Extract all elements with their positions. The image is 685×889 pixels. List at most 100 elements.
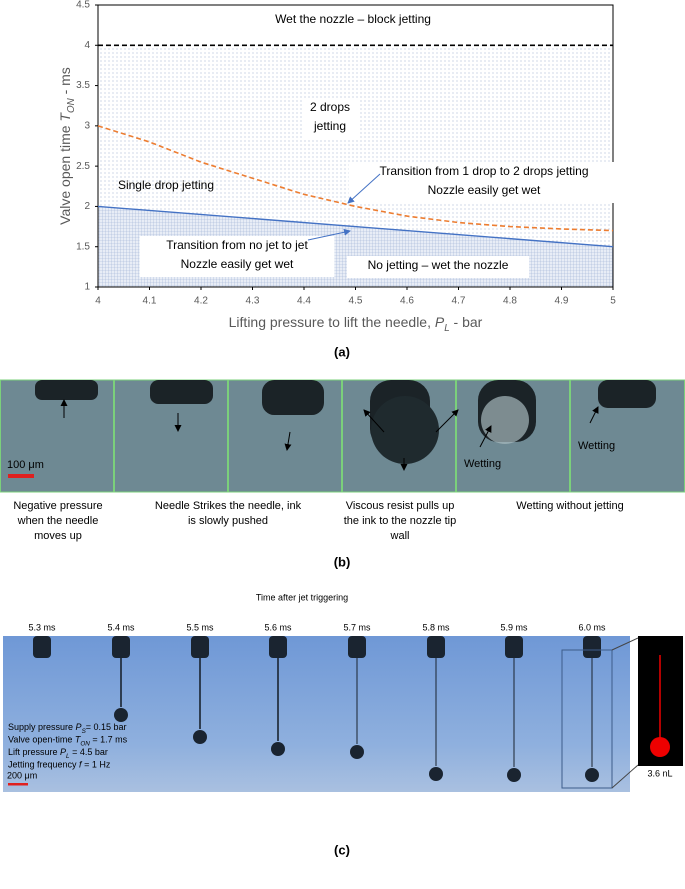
droplet: [193, 730, 207, 744]
condition: Jetting frequency f = 1 Hz: [8, 760, 111, 770]
x-tick-label: 4.7: [452, 296, 466, 307]
label-part: = 4.5 bar: [70, 747, 108, 757]
x-tick-label: 4.6: [400, 296, 414, 307]
label-part: L: [66, 753, 70, 760]
droplet: [114, 708, 128, 722]
label-part: T: [57, 112, 73, 122]
annotation: No jetting – wet the nozzle: [368, 258, 509, 272]
label-part: Supply pressure: [8, 722, 76, 732]
caption: when the needle: [17, 515, 99, 527]
y-tick-label: 3: [84, 120, 90, 131]
annotation: 2 drops: [310, 100, 350, 114]
annotation-arrow: [307, 228, 351, 241]
x-tick-label: 4.4: [297, 296, 311, 307]
x-tick-label: 5: [610, 296, 616, 307]
x-tick-label: 4.2: [194, 296, 208, 307]
time-label: 5.9 ms: [500, 622, 528, 632]
nozzle: [505, 636, 523, 658]
label-part: L: [444, 323, 449, 334]
annotation: Single drop jetting: [118, 178, 214, 192]
photo: [3, 636, 630, 792]
nozzle: [598, 380, 656, 408]
zoom-line: [611, 764, 639, 789]
label-part: Valve open-time: [8, 735, 75, 745]
x-tick-label: 4.5: [349, 296, 363, 307]
x-tick-label: 4.1: [143, 296, 157, 307]
panel-b: Wetting Wetting 100 μm Negative pressure whe…: [0, 379, 685, 569]
droplet: [429, 767, 443, 781]
droplet: [507, 768, 521, 782]
label-part: P: [76, 722, 82, 732]
x-tick-label: 4.8: [503, 296, 517, 307]
arrow: [435, 409, 459, 433]
scale-bar: [8, 783, 28, 786]
panel-c: Time after jet triggering 5.3 ms 5.4 ms 5.5…: [3, 592, 683, 857]
condition: Supply pressure PS= 0.15 bar: [8, 722, 127, 735]
label-part: T: [75, 735, 82, 745]
y-tick-label: 1: [84, 282, 90, 293]
droplet: [350, 745, 364, 759]
annotation: Nozzle easily get wet: [428, 183, 541, 197]
caption: is slowly pushed: [188, 515, 268, 527]
y-tick-label: 2.5: [76, 161, 90, 172]
label-part: S: [82, 728, 87, 735]
y-tick-label: 4.5: [76, 0, 90, 11]
y-tick-label: 3.5: [76, 80, 90, 91]
label-part: f: [79, 760, 83, 770]
annotation: Transition from no jet to jet: [166, 238, 308, 252]
nozzle: [583, 636, 601, 658]
time-label: 5.4 ms: [107, 622, 135, 632]
arrow: [589, 406, 599, 424]
time-label: 6.0 ms: [578, 622, 606, 632]
x-tick-label: 4: [95, 296, 101, 307]
panel-label: (b): [334, 554, 351, 569]
arrow: [363, 409, 385, 433]
caption: wall: [390, 530, 410, 542]
annotation-box: [139, 236, 335, 277]
scale-label: 100 μm: [7, 459, 44, 471]
panel-label: (c): [334, 842, 350, 857]
y-tick-label: 1.5: [76, 241, 90, 252]
nozzle: [348, 636, 366, 658]
inset-drop: [650, 737, 670, 757]
nozzle: [427, 636, 445, 658]
nozzle: [112, 636, 130, 658]
scale-label: 200 μm: [7, 770, 37, 780]
caption: the ink to the nozzle tip: [344, 515, 457, 527]
annotation-box: [346, 256, 530, 278]
annotation: jetting: [313, 119, 346, 133]
label-part: Lifting pressure to lift the needle,: [229, 314, 435, 330]
arrow: [284, 431, 292, 451]
time-label: 5.6 ms: [264, 622, 292, 632]
zoom-box: [561, 649, 613, 789]
nozzle: [191, 636, 209, 658]
series-line: [97, 125, 614, 232]
caption: Needle Strikes the needle, ink: [155, 500, 302, 512]
label-part: - ms: [57, 67, 73, 98]
time-label: 5.3 ms: [28, 622, 56, 632]
x-axis-label: Lifting pressure to lift the needle, PL …: [229, 314, 483, 334]
label-part: - bar: [450, 314, 483, 330]
nozzle: [33, 636, 51, 658]
time-label: 5.8 ms: [422, 622, 450, 632]
label-part: = 1 Hz: [82, 760, 111, 770]
panel-label: (a): [334, 344, 350, 359]
condition: Valve open-time TON = 1.7 ms: [8, 735, 128, 748]
volume-label: 3.6 nL: [647, 768, 672, 778]
nozzle: [269, 636, 287, 658]
panel-a: 1 1.5 2 2.5 3 3.5 4 4.5 4 4.1 4.2 4.3 4.4 4.5 4.6 4.7 4.…: [57, 0, 620, 359]
caption: moves up: [34, 530, 82, 542]
annotation: Nozzle easily get wet: [181, 257, 294, 271]
header: Time after jet triggering: [256, 592, 348, 602]
annotation-box: [348, 162, 620, 203]
annotation-box: [301, 98, 359, 139]
drop: [371, 396, 439, 464]
label-part: ON: [66, 97, 77, 113]
series-line: [97, 205, 614, 248]
label-part: = 1.7 ms: [90, 735, 128, 745]
zoom-line: [611, 637, 639, 651]
condition: Lift pressure PL = 4.5 bar: [8, 747, 108, 760]
label-part: Jetting frequency: [8, 760, 79, 770]
arrow: [479, 425, 492, 448]
